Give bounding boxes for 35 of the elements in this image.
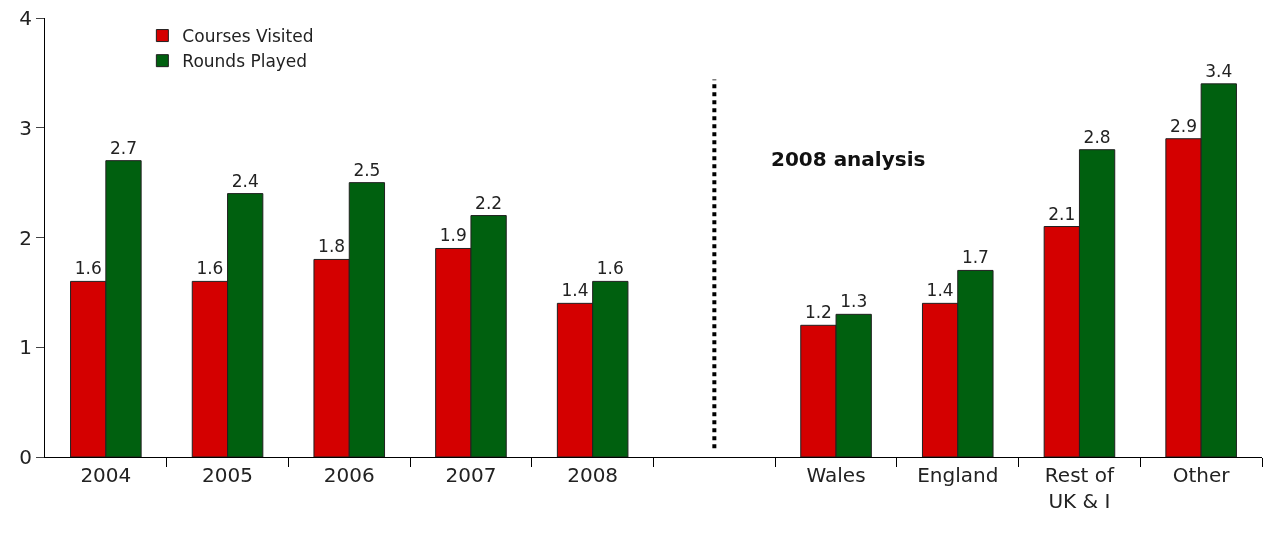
data-label: 2.9 [1169,115,1198,136]
data-label: 1.7 [961,247,989,268]
x-tick-label: 2005 [202,463,253,487]
legend-label: Rounds Played [182,51,308,72]
x-tick-label: 2004 [80,463,132,487]
data-label: 2.1 [1048,203,1076,224]
data-label: 1.8 [318,236,346,257]
x-tick-label: Rest of UK & I [1044,463,1116,513]
x-tick-label: 2007 [445,463,497,487]
y-tick-label: 3 [19,115,32,140]
y-tick-label: 0 [19,445,32,469]
data-label: 1.6 [596,258,624,279]
data-label: 1.9 [439,225,467,246]
data-label: 2.8 [1083,126,1111,147]
data-label: 1.4 [926,280,954,301]
data-label: 1.6 [74,258,102,279]
x-tick-label: Other [1172,463,1231,487]
x-tick-label: 2006 [323,463,375,487]
legend-label: Courses Visited [182,26,314,47]
data-label: 1.3 [840,291,868,312]
data-label: 2.2 [475,192,503,213]
y-tick-label: 2 [19,225,32,250]
y-tick-label: 4 [19,6,32,30]
data-label: 2.5 [353,159,381,180]
data-label: 1.4 [561,280,589,301]
annotation: 2008 analysis [771,147,926,171]
x-tick-label: Wales [806,463,866,487]
data-label: 2.7 [109,137,138,158]
x-tick-label: England [917,463,999,487]
y-tick-label: 1 [19,335,32,360]
data-label: 3.4 [1205,60,1233,81]
data-label: 1.2 [804,302,832,323]
data-label: 1.6 [196,258,224,279]
x-tick-label: 2008 [567,463,619,487]
data-label: 2.4 [231,170,259,191]
